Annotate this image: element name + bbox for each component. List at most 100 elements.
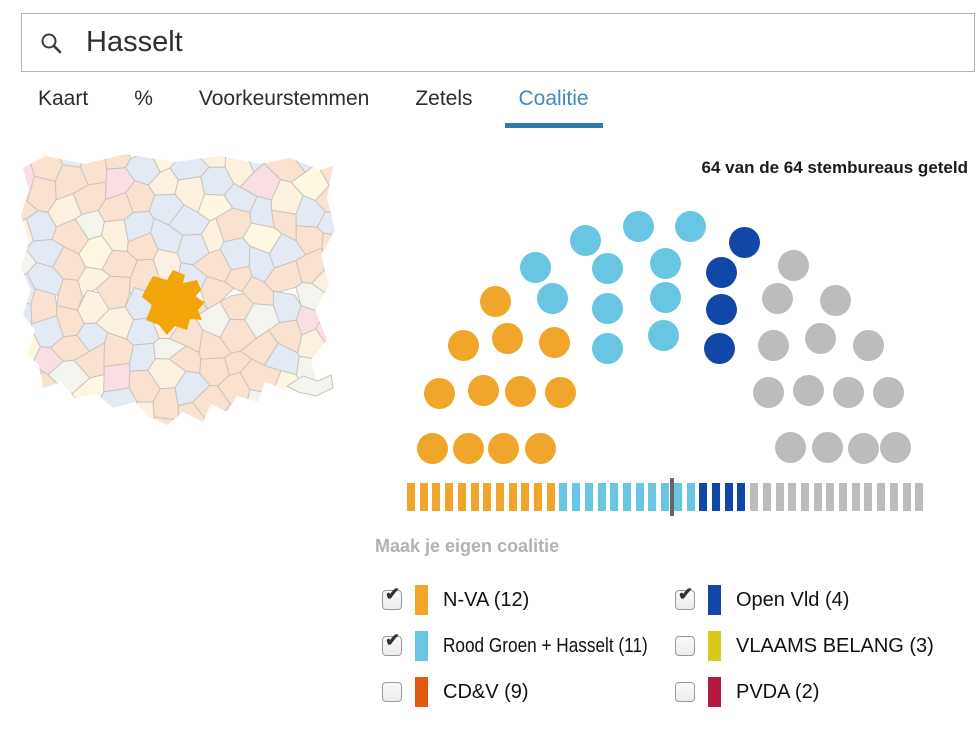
seat-pvda xyxy=(847,432,879,464)
bar-segment-roodgroenhasselt xyxy=(686,483,695,511)
seat-vlaamsbelang xyxy=(811,431,843,463)
seat-cdv xyxy=(777,249,809,281)
seat-roodgroenhasselt xyxy=(519,251,551,283)
tab-coalitie[interactable]: Coalitie xyxy=(504,88,603,128)
bar-segment-cdv xyxy=(813,483,822,511)
municipality-shape[interactable] xyxy=(268,427,299,435)
legend-row-openvld[interactable]: Open Vld (4) xyxy=(675,584,934,615)
municipality-shape[interactable] xyxy=(224,431,252,435)
tab-voorkeurstemmen[interactable]: Voorkeurstemmen xyxy=(198,87,370,110)
municipality-shape[interactable] xyxy=(201,418,233,435)
bar-segment-vlaamsbelang xyxy=(877,483,886,511)
search-icon xyxy=(39,31,63,55)
municipality-shape[interactable] xyxy=(126,429,160,435)
seat-roodgroenhasselt xyxy=(591,252,623,284)
bar-segment-nva xyxy=(419,483,428,511)
bar-segment-nva xyxy=(495,483,504,511)
seat-cdv xyxy=(819,284,851,316)
municipality-shape[interactable] xyxy=(15,301,33,332)
municipality-shape[interactable] xyxy=(79,404,107,434)
municipality-shape[interactable] xyxy=(53,413,90,435)
bar-segment-cdv xyxy=(826,483,835,511)
bar-segment-vlaamsbelang xyxy=(864,483,873,511)
party-label: Rood Groen + Hasselt (11) xyxy=(443,634,648,657)
checkbox-pvda[interactable] xyxy=(675,682,695,702)
legend-row-roodgroenhasselt[interactable]: Rood Groen + Hasselt (11) xyxy=(382,630,681,661)
coalition-bar xyxy=(407,478,928,516)
municipality-shape[interactable] xyxy=(15,360,43,396)
party-color-swatch xyxy=(708,585,721,615)
bar-segment-cdv xyxy=(750,483,759,511)
municipality-shape[interactable] xyxy=(26,402,61,433)
municipality-shape[interactable] xyxy=(26,433,61,435)
municipality-shape[interactable] xyxy=(340,329,345,364)
bar-segment-roodgroenhasselt xyxy=(584,483,593,511)
municipality-shape[interactable] xyxy=(291,412,321,435)
seat-nva xyxy=(452,432,484,464)
party-label: CD&V (9) xyxy=(443,680,529,703)
tab-kaart[interactable]: Kaart xyxy=(38,87,89,110)
municipality-shape[interactable] xyxy=(321,232,345,269)
seat-pvda xyxy=(879,431,911,463)
municipality-shape[interactable] xyxy=(316,211,345,237)
bar-segment-openvld xyxy=(711,483,720,511)
municipality-shape[interactable] xyxy=(319,349,345,381)
municipality-shape[interactable] xyxy=(344,417,345,435)
map-municipalities[interactable] xyxy=(15,150,345,435)
municipality-shape[interactable] xyxy=(148,416,183,435)
municipality-shape[interactable] xyxy=(103,362,131,393)
checkbox-openvld[interactable] xyxy=(675,584,695,610)
legend-row-pvda[interactable]: PVDA (2) xyxy=(675,677,934,707)
legend-column-right: Open Vld (4) VLAAMS BELANG (3) PVDA (2) xyxy=(675,584,934,707)
seat-nva xyxy=(416,432,448,464)
legend-row-vlaamsbelang[interactable]: VLAAMS BELANG (3) xyxy=(675,631,934,661)
municipality-shape[interactable] xyxy=(15,391,33,422)
party-label: N-VA (12) xyxy=(443,588,530,611)
municipality-shape[interactable] xyxy=(15,415,37,435)
bar-segment-nva xyxy=(508,483,517,511)
tab-percentage[interactable]: % xyxy=(134,87,153,110)
municipality-shape[interactable] xyxy=(246,389,275,421)
municipality-shape[interactable] xyxy=(313,404,345,433)
search-input[interactable]: Hasselt xyxy=(21,13,975,72)
municipality-shape[interactable] xyxy=(340,220,345,248)
checkbox-nva[interactable] xyxy=(382,584,402,610)
municipality-shape[interactable] xyxy=(103,412,138,435)
checkbox-cdv[interactable] xyxy=(382,682,402,702)
municipality-island-shape[interactable] xyxy=(286,374,334,397)
legend-row-cdv[interactable]: CD&V (9) xyxy=(382,677,681,707)
municipality-shape[interactable] xyxy=(341,164,345,199)
hasselt-region[interactable] xyxy=(142,270,205,335)
bar-segment-openvld xyxy=(724,483,733,511)
seat-nva xyxy=(479,285,511,317)
bar-segment-cdv xyxy=(839,483,848,511)
seat-roodgroenhasselt xyxy=(649,247,681,279)
checkbox-roodgroenhasselt[interactable] xyxy=(382,630,402,656)
bar-segment-roodgroenhasselt xyxy=(673,483,682,511)
municipality-shape[interactable] xyxy=(247,416,276,435)
legend-row-nva[interactable]: N-VA (12) xyxy=(382,584,681,615)
seat-cdv xyxy=(792,374,824,406)
municipality-map[interactable] xyxy=(15,150,345,435)
checkbox-vlaamsbelang[interactable] xyxy=(675,636,695,656)
municipality-shape[interactable] xyxy=(170,426,207,435)
seat-cdv xyxy=(752,376,784,408)
tab-zetels[interactable]: Zetels xyxy=(415,87,473,110)
bar-segment-nva xyxy=(521,483,530,511)
seat-nva xyxy=(538,326,570,358)
tabs: Kaart% Voorkeurstemmen Zetels Coalitie xyxy=(38,87,603,128)
bar-segment-roodgroenhasselt xyxy=(623,483,632,511)
municipality-shape[interactable] xyxy=(271,401,303,436)
municipality-shape[interactable] xyxy=(313,426,345,435)
municipality-shape[interactable] xyxy=(340,387,345,419)
bar-segment-nva xyxy=(457,483,466,511)
municipality-shape[interactable] xyxy=(120,401,155,430)
municipality-shape[interactable] xyxy=(340,306,345,330)
bar-segment-cdv xyxy=(851,483,860,511)
bar-segment-pvda xyxy=(915,483,924,511)
municipality-shape[interactable] xyxy=(337,279,345,307)
bar-segment-roodgroenhasselt xyxy=(635,483,644,511)
municipality-shape[interactable] xyxy=(79,429,106,435)
municipality-shape[interactable] xyxy=(344,192,345,228)
counting-status: 64 van de 64 stembureaus geteld xyxy=(701,158,968,177)
